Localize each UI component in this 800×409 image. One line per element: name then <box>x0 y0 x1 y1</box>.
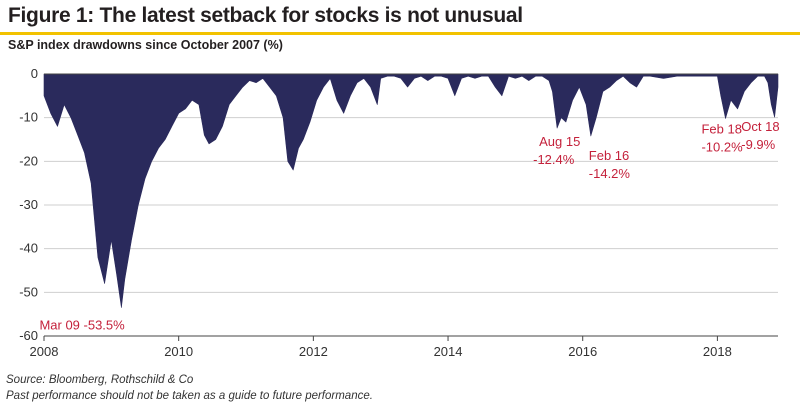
x-tick-label: 2008 <box>30 344 59 359</box>
source-note: Source: Bloomberg, Rothschild & Co <box>6 374 194 386</box>
annotation-label: -14.2% <box>589 166 631 181</box>
chart-subtitle: S&P index drawdowns since October 2007 (… <box>8 38 283 52</box>
y-tick-labels: 0 -10 -20 -30 -40 -50 -60 <box>19 66 38 343</box>
annotation-label: Feb 18 <box>701 122 741 137</box>
x-tick-label: 2010 <box>164 344 193 359</box>
x-tick-labels: 2008 2010 2012 2014 2016 2018 <box>30 344 732 359</box>
y-tick-label: -20 <box>19 153 38 168</box>
drawdown-series <box>43 73 779 308</box>
x-tick-label: 2018 <box>703 344 732 359</box>
annotation-label: Feb 16 <box>589 148 629 163</box>
annotation-label: -12.4% <box>533 152 575 167</box>
annotation-label: Aug 15 <box>539 134 580 149</box>
x-tick-label: 2014 <box>434 344 463 359</box>
chart-title: Figure 1: The latest setback for stocks … <box>8 4 523 27</box>
y-tick-label: -40 <box>19 241 38 256</box>
drawdown-chart: 0 -10 -20 -30 -40 -50 -60 2008 2010 2012 2014 2016… <box>19 66 779 359</box>
annotation-label: Mar 09 -53.5% <box>39 318 125 333</box>
annotation-label: -10.2% <box>701 140 743 155</box>
x-tick-label: 2012 <box>299 344 328 359</box>
y-tick-label: -60 <box>19 328 38 343</box>
y-tick-label: 0 <box>31 66 38 81</box>
x-tick-label: 2016 <box>568 344 597 359</box>
annotation-label: Oct 18 <box>741 119 779 134</box>
y-tick-label: -30 <box>19 197 38 212</box>
disclaimer-note: Past performance should not be taken as … <box>6 390 373 402</box>
axes <box>43 73 778 341</box>
annotation-label: -9.9% <box>741 137 775 152</box>
annotations: Mar 09 -53.5% Aug 15 -12.4% Feb 16 -14.2% Feb… <box>39 119 779 332</box>
title-rule <box>0 32 800 35</box>
y-tick-label: -50 <box>19 284 38 299</box>
drawdown-area <box>43 73 779 308</box>
y-tick-label: -10 <box>19 110 38 125</box>
